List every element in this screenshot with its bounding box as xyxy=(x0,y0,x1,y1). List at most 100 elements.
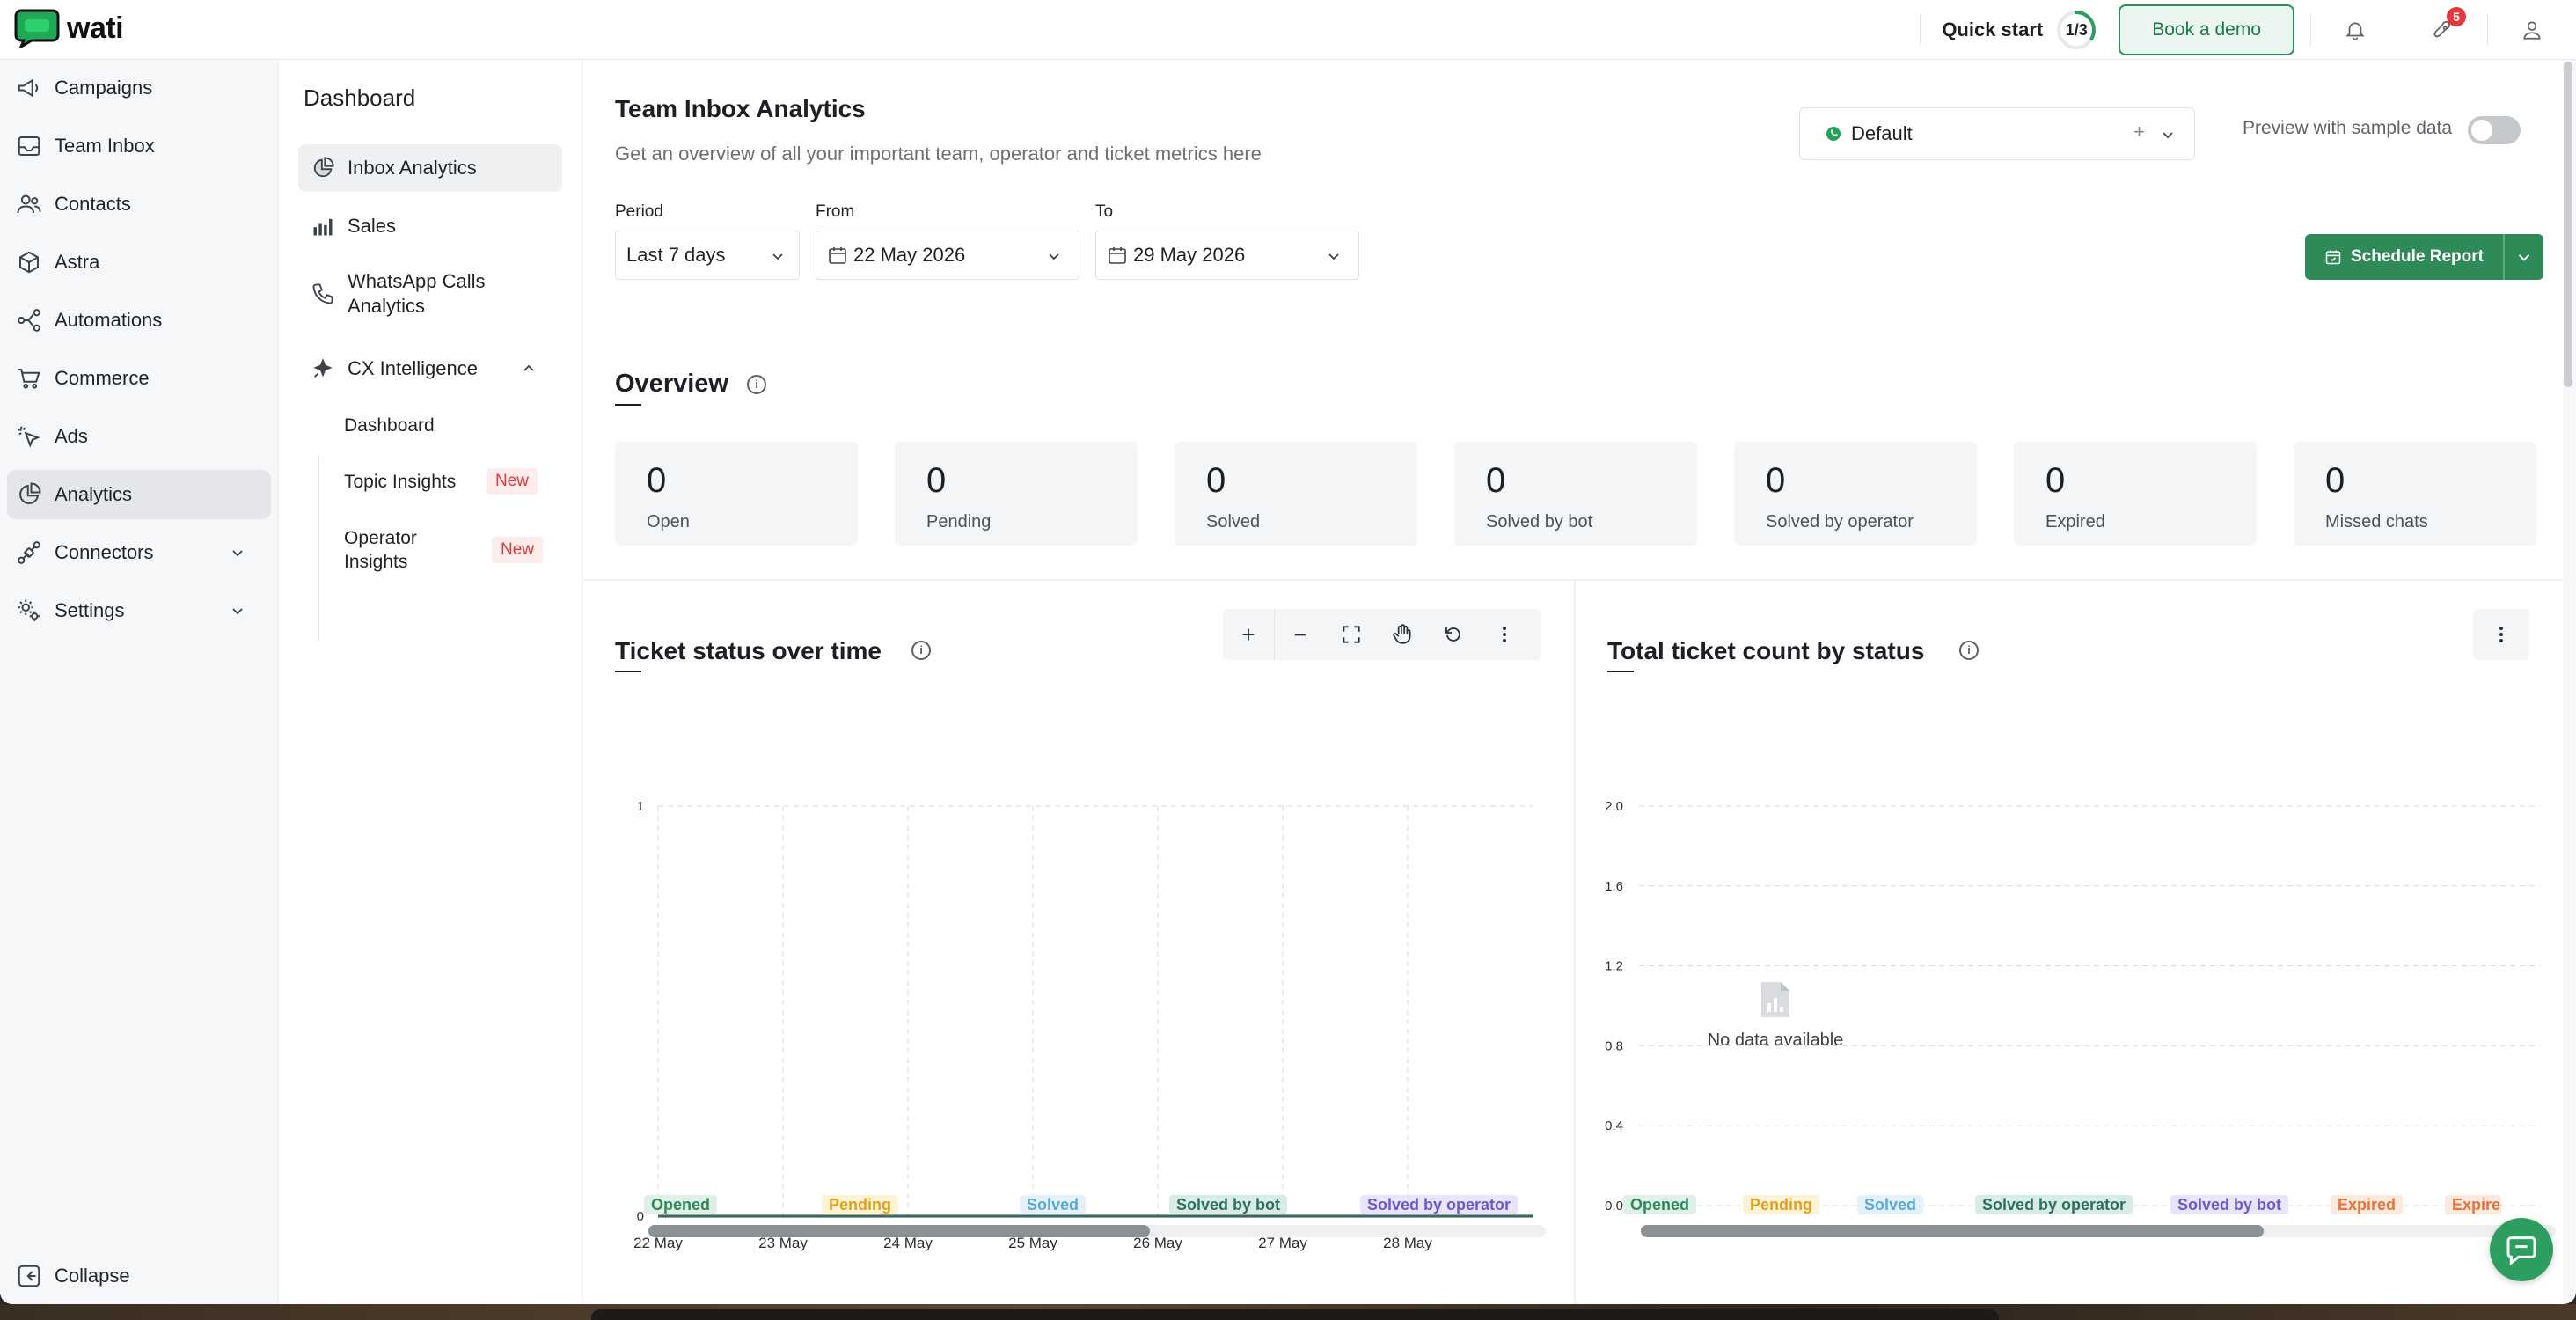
nav-analytics[interactable]: Analytics xyxy=(7,470,271,519)
subnav-operator-insights[interactable]: Operator Insights xyxy=(344,528,417,572)
legend-item[interactable]: Opened xyxy=(1623,1195,1697,1214)
y-tick-label: 0 xyxy=(637,1209,644,1224)
channel-select[interactable]: Default + xyxy=(1799,107,2195,160)
kebab-menu-icon xyxy=(1503,627,1506,642)
subnav-cx-dashboard[interactable]: Dashboard xyxy=(344,415,435,436)
subnav-label: WhatsApp Calls Analytics xyxy=(348,270,486,317)
zoom-in-button[interactable]: + xyxy=(1241,620,1255,648)
to-date-picker[interactable]: 29 May 2026 xyxy=(1095,231,1359,280)
preview-toggle[interactable] xyxy=(2468,116,2521,144)
legend-item[interactable]: Expired xyxy=(2331,1195,2404,1214)
legend-item[interactable]: Solved by operator xyxy=(1975,1195,2133,1214)
schedule-report-dropdown[interactable] xyxy=(2502,234,2543,280)
add-channel-icon[interactable]: + xyxy=(2133,121,2145,143)
updates-button[interactable]: 5 xyxy=(2399,0,2487,60)
subnav-label: Sales xyxy=(348,215,397,237)
y-tick-label: 1 xyxy=(637,799,644,814)
legend-item[interactable]: Solved xyxy=(1020,1195,1087,1214)
y-tick-label: 0.0 xyxy=(1605,1199,1623,1214)
chart-scrollbar[interactable] xyxy=(648,1225,1546,1237)
page-scrollbar[interactable] xyxy=(2564,62,2572,387)
chart-menu-button[interactable] xyxy=(1479,609,1530,660)
stat-card-pending: 0 Pending xyxy=(895,442,1138,546)
info-icon[interactable]: i xyxy=(911,641,931,660)
notifications-button[interactable] xyxy=(2311,0,2399,60)
info-icon[interactable]: i xyxy=(1959,641,1979,660)
top-bar: wati Quick start 1/3 Book a demo xyxy=(0,0,2576,60)
zoom-out-button[interactable]: − xyxy=(1293,620,1307,648)
divider xyxy=(2487,14,2488,46)
legend-item[interactable]: Expired xyxy=(2445,1195,2501,1214)
subnav-whatsapp-calls[interactable]: WhatsApp Calls Analytics xyxy=(298,264,562,324)
chart-menu-button[interactable] xyxy=(2473,609,2529,660)
from-date-picker[interactable]: 22 May 2026 xyxy=(816,231,1079,280)
collapse-sidebar-button[interactable]: Collapse xyxy=(7,1251,271,1301)
nav-connectors[interactable]: Connectors xyxy=(7,528,271,577)
book-demo-button[interactable]: Book a demo xyxy=(2119,4,2294,55)
y-tick-label: 2.0 xyxy=(1605,799,1623,814)
selection-zoom-button[interactable] xyxy=(1326,609,1377,660)
chevron-up-icon xyxy=(523,364,534,371)
top-actions: Quick start 1/3 Book a demo 5 xyxy=(1920,0,2576,60)
scrollbar-thumb[interactable] xyxy=(648,1225,1150,1237)
pan-button[interactable] xyxy=(1377,609,1428,660)
x-tick-label: 22 May xyxy=(633,1235,683,1251)
schedule-report-label: Schedule Report xyxy=(2351,247,2484,266)
connectors-icon xyxy=(18,541,40,564)
subnav-topic-insights[interactable]: Topic Insights xyxy=(344,472,457,492)
collapse-icon xyxy=(18,1265,40,1287)
period-select[interactable]: Last 7 days xyxy=(615,231,800,280)
nav-label: Connectors xyxy=(55,541,154,563)
nav-label: Commerce xyxy=(55,367,150,389)
x-tick-label: 24 May xyxy=(883,1235,933,1251)
profile-button[interactable] xyxy=(2488,0,2576,60)
nav-team-inbox[interactable]: Team Inbox xyxy=(7,121,271,171)
subnav-inbox-analytics[interactable]: Inbox Analytics xyxy=(298,144,562,192)
stat-value: 0 xyxy=(2045,461,2066,500)
stat-card-solved-by-operator: 0 Solved by operator xyxy=(1734,442,1977,546)
nav-campaigns[interactable]: Campaigns xyxy=(7,63,271,113)
legend-item[interactable]: Pending xyxy=(822,1195,898,1214)
analytics-subnav: Dashboard Inbox Analytics Sales WhatsApp… xyxy=(278,60,582,1304)
nav-automations[interactable]: Automations xyxy=(7,296,271,345)
info-icon[interactable]: i xyxy=(747,375,766,394)
chart-scrollbar[interactable] xyxy=(1641,1225,2556,1237)
schedule-report-button[interactable]: Schedule Report xyxy=(2305,234,2503,280)
quick-start-label[interactable]: Quick start xyxy=(1942,18,2044,40)
scrollbar-thumb[interactable] xyxy=(1641,1225,2264,1237)
no-data-text: No data available xyxy=(1707,1030,1844,1050)
nav-settings[interactable]: Settings xyxy=(7,586,271,635)
nav-commerce[interactable]: Commerce xyxy=(7,354,271,403)
automations-icon xyxy=(18,309,40,332)
nav-label: Team Inbox xyxy=(55,135,155,157)
stat-label: Expired xyxy=(2045,512,2105,532)
chevron-down-icon xyxy=(2518,254,2530,261)
legend-item[interactable]: Solved by bot xyxy=(2170,1195,2289,1214)
ads-icon xyxy=(18,426,40,448)
to-label: To xyxy=(1095,202,1114,221)
stat-card-open: 0 Open xyxy=(615,442,858,546)
legend-item[interactable]: Solved by operator xyxy=(1360,1195,1519,1214)
nav-label: Campaigns xyxy=(55,77,153,99)
tree-line xyxy=(318,456,319,641)
reset-zoom-button[interactable] xyxy=(1428,609,1479,660)
chevron-down-icon xyxy=(232,550,243,557)
brand-name: wati xyxy=(67,11,124,45)
nav-contacts[interactable]: Contacts xyxy=(7,180,271,229)
subnav-cx-intelligence[interactable]: CX Intelligence xyxy=(298,345,562,392)
nav-label: Automations xyxy=(55,309,163,331)
phone-icon xyxy=(312,283,333,304)
hand-icon xyxy=(1393,624,1411,644)
legend-item[interactable]: Solved xyxy=(1857,1195,1924,1214)
nav-astra[interactable]: Astra xyxy=(7,238,271,287)
legend-item[interactable]: Solved by bot xyxy=(1169,1195,1288,1214)
channel-select-value: Default xyxy=(1851,122,1913,144)
nav-ads[interactable]: Ads xyxy=(7,412,271,461)
no-data-placeholder: No data available xyxy=(1643,980,1907,1051)
subnav-sales[interactable]: Sales xyxy=(298,202,562,250)
support-chat-button[interactable] xyxy=(2490,1218,2553,1281)
wati-logo[interactable]: wati xyxy=(14,9,124,50)
legend-item[interactable]: Opened xyxy=(644,1195,718,1214)
legend-item[interactable]: Pending xyxy=(1743,1195,1819,1214)
quick-start-progress[interactable]: 1/3 xyxy=(2055,9,2097,51)
